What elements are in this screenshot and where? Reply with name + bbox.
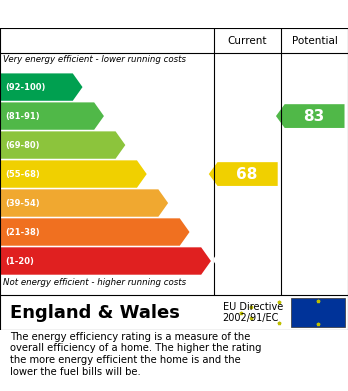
Polygon shape bbox=[0, 131, 125, 159]
Text: (21-38): (21-38) bbox=[5, 228, 40, 237]
Text: (81-91): (81-91) bbox=[5, 111, 40, 120]
Text: Very energy efficient - lower running costs: Very energy efficient - lower running co… bbox=[3, 55, 187, 64]
Polygon shape bbox=[209, 162, 278, 186]
Text: Potential: Potential bbox=[292, 36, 338, 46]
Text: G: G bbox=[213, 254, 224, 268]
Polygon shape bbox=[276, 104, 345, 128]
Text: England & Wales: England & Wales bbox=[10, 303, 180, 321]
Text: 83: 83 bbox=[303, 109, 324, 124]
Polygon shape bbox=[0, 160, 147, 188]
Text: (69-80): (69-80) bbox=[5, 140, 40, 150]
Text: (1-20): (1-20) bbox=[5, 256, 34, 265]
Text: E: E bbox=[170, 196, 179, 210]
Text: C: C bbox=[127, 138, 137, 152]
Text: 68: 68 bbox=[236, 167, 258, 181]
Text: (55-68): (55-68) bbox=[5, 170, 40, 179]
Polygon shape bbox=[0, 248, 211, 275]
Polygon shape bbox=[0, 189, 168, 217]
Text: A: A bbox=[84, 80, 95, 94]
Text: F: F bbox=[191, 225, 201, 239]
Text: Energy Efficiency Rating: Energy Efficiency Rating bbox=[69, 7, 279, 22]
Polygon shape bbox=[0, 102, 104, 130]
FancyBboxPatch shape bbox=[291, 298, 345, 327]
Text: Current: Current bbox=[228, 36, 267, 46]
Text: D: D bbox=[149, 167, 160, 181]
Text: EU Directive
2002/91/EC: EU Directive 2002/91/EC bbox=[223, 302, 283, 323]
Text: (92-100): (92-100) bbox=[5, 83, 46, 91]
Text: Not energy efficient - higher running costs: Not energy efficient - higher running co… bbox=[3, 278, 187, 287]
Text: B: B bbox=[106, 109, 116, 123]
Text: The energy efficiency rating is a measure of the
overall efficiency of a home. T: The energy efficiency rating is a measur… bbox=[10, 332, 262, 377]
Text: (39-54): (39-54) bbox=[5, 199, 40, 208]
Polygon shape bbox=[0, 218, 190, 246]
Polygon shape bbox=[0, 74, 82, 101]
